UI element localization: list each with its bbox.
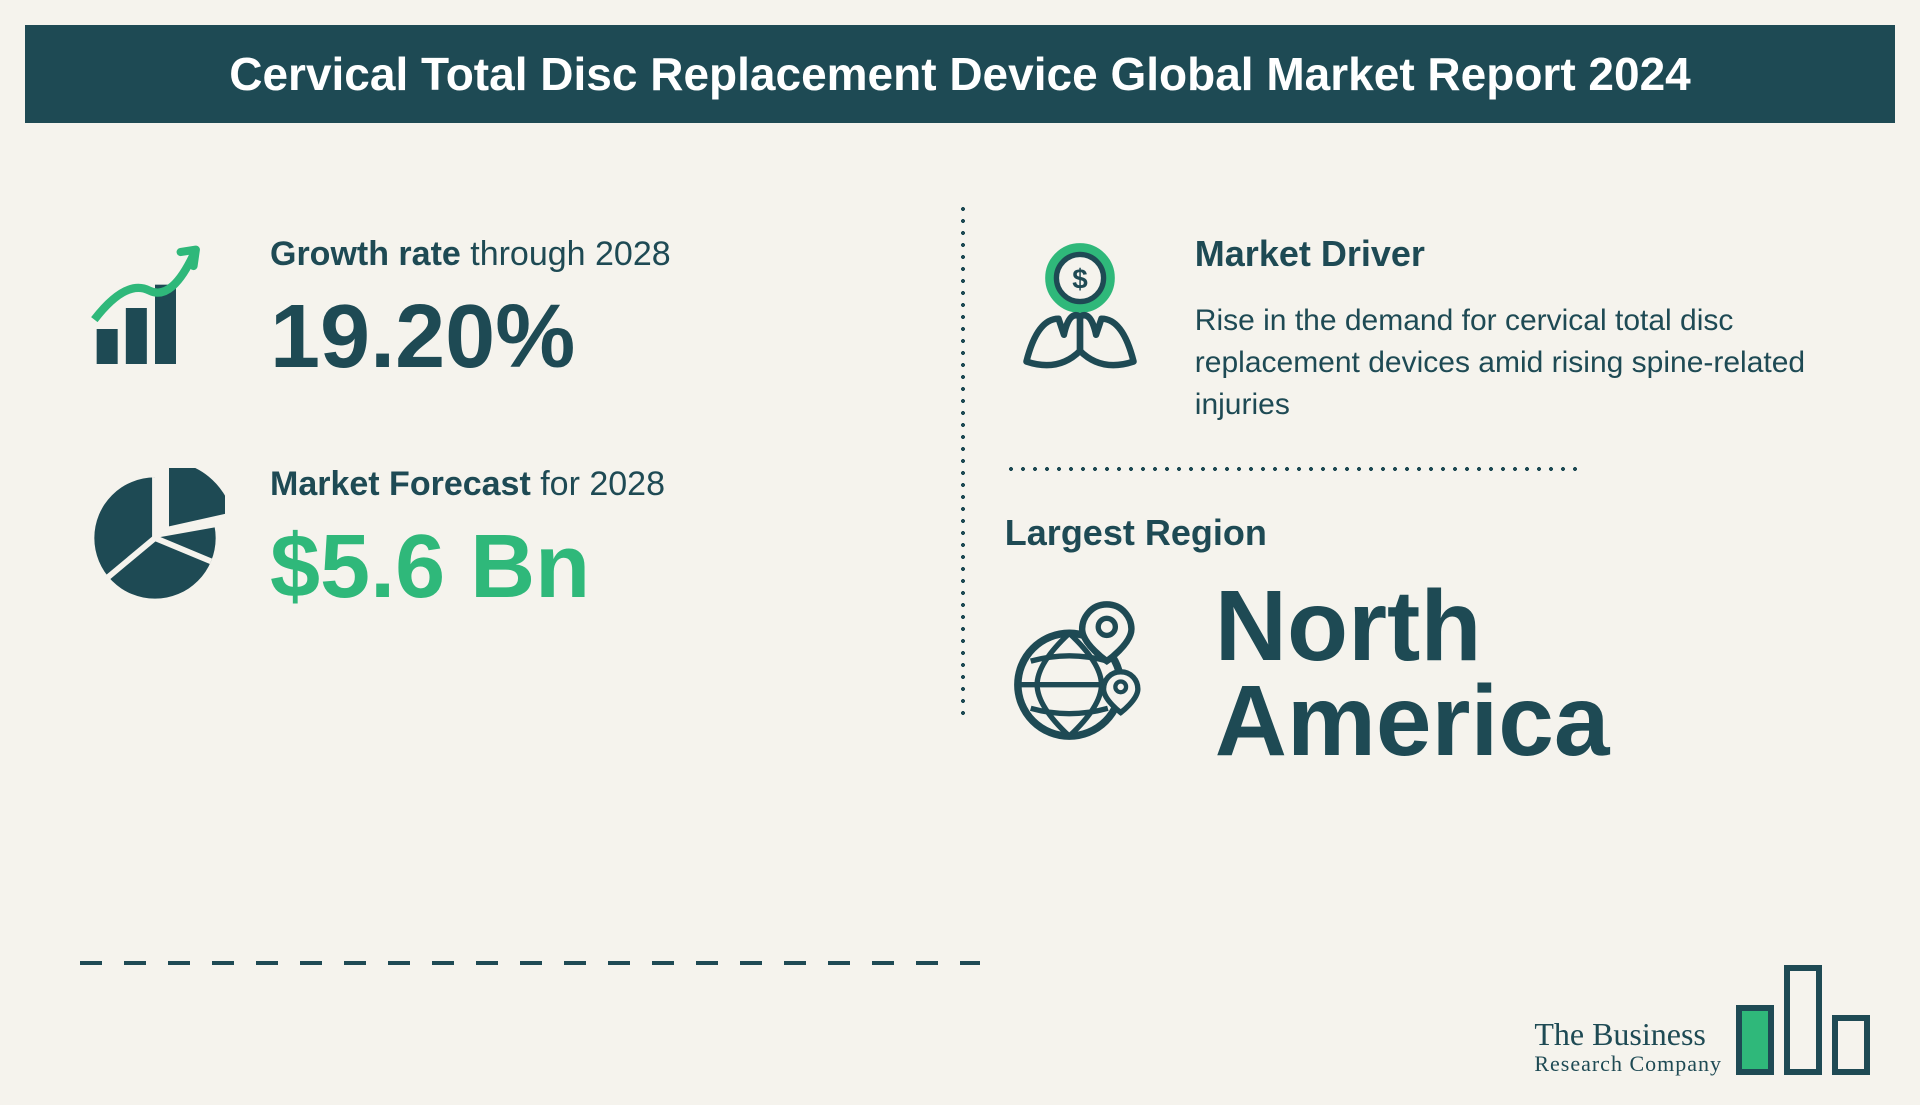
svg-text:$: $ <box>1072 264 1088 295</box>
growth-label-rest: through 2028 <box>461 235 671 273</box>
growth-chart-icon <box>80 233 230 383</box>
logo-line2: Research Company <box>1534 1052 1722 1075</box>
region-line1: North <box>1215 579 1610 674</box>
driver-text: Rise in the demand for cervical total di… <box>1195 300 1840 426</box>
dashed-line <box>80 961 980 965</box>
forecast-text: Market Forecast for 2028 $5.6 Bn <box>270 465 925 612</box>
logo-line1: The Business <box>1534 1018 1722 1052</box>
forecast-label: Market Forecast for 2028 <box>270 465 925 504</box>
forecast-label-bold: Market Forecast <box>270 465 531 503</box>
growth-label-bold: Growth rate <box>270 235 461 273</box>
forecast-value: $5.6 Bn <box>270 522 925 612</box>
growth-value: 19.20% <box>270 292 925 382</box>
region-line2: America <box>1215 674 1610 769</box>
forecast-block: Market Forecast for 2028 $5.6 Bn <box>80 463 925 613</box>
left-column: Growth rate through 2028 19.20% Market F… <box>80 183 925 809</box>
growth-label: Growth rate through 2028 <box>270 235 925 274</box>
content-area: Growth rate through 2028 19.20% Market F… <box>0 123 1920 809</box>
vertical-divider <box>960 203 966 723</box>
logo-text: The Business Research Company <box>1534 1018 1722 1075</box>
hands-dollar-icon: $ <box>1005 233 1155 383</box>
logo-bars-icon <box>1736 965 1870 1075</box>
forecast-label-rest: for 2028 <box>531 465 665 503</box>
region-block: Largest Region <box>1005 512 1840 769</box>
report-title: Cervical Total Disc Replacement Device G… <box>25 25 1895 123</box>
company-logo: The Business Research Company <box>1534 965 1870 1075</box>
region-value: North America <box>1215 579 1610 769</box>
right-column: $ Market Driver Rise in the demand for c… <box>925 183 1840 809</box>
pie-chart-icon <box>80 463 230 613</box>
globe-pins-icon <box>1005 599 1155 749</box>
region-label: Largest Region <box>1005 512 1840 554</box>
growth-block: Growth rate through 2028 19.20% <box>80 233 925 383</box>
growth-text: Growth rate through 2028 19.20% <box>270 235 925 382</box>
driver-label: Market Driver <box>1195 233 1840 275</box>
driver-block: $ Market Driver Rise in the demand for c… <box>1005 233 1840 426</box>
horizontal-divider <box>1005 466 1585 472</box>
